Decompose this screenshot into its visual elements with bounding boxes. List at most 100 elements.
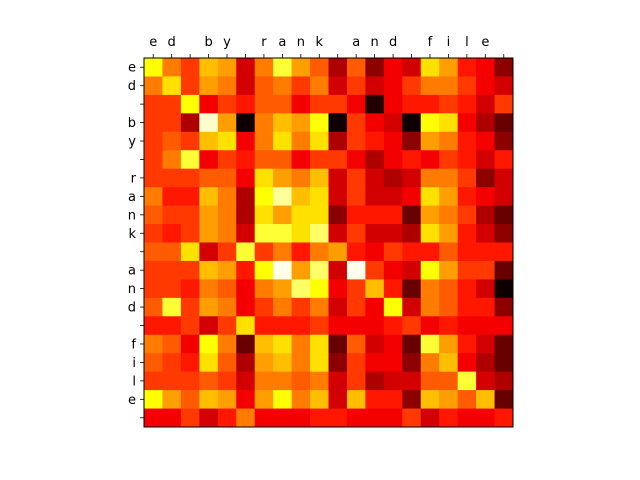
- heatmap-cell: [383, 371, 403, 391]
- heatmap-cell: [291, 76, 311, 96]
- y-tick-label: a: [128, 190, 136, 205]
- heatmap-cell: [273, 316, 292, 336]
- heatmap-cell: [217, 224, 237, 243]
- heatmap-cell: [291, 390, 311, 409]
- heatmap-cell: [383, 113, 403, 133]
- heatmap-cell: [457, 390, 477, 409]
- heatmap-cells: [144, 58, 514, 428]
- heatmap-cell: [199, 224, 219, 243]
- heatmap-cell: [328, 224, 348, 243]
- heatmap-cell: [420, 187, 440, 206]
- heatmap-cell: [254, 150, 274, 170]
- heatmap-cell: [144, 260, 163, 280]
- heatmap-cell: [310, 297, 329, 317]
- x-tick-label: d: [168, 35, 176, 50]
- heatmap-cell: [476, 187, 495, 206]
- heatmap-cell: [162, 168, 182, 188]
- heatmap-cell: [162, 260, 182, 280]
- heatmap-cell: [310, 224, 329, 243]
- heatmap-cell: [439, 58, 459, 77]
- heatmap-cell: [476, 94, 495, 114]
- heatmap-cell: [346, 168, 366, 188]
- heatmap-cell: [217, 150, 237, 170]
- heatmap-cell: [383, 353, 403, 373]
- heatmap-cell: [476, 224, 495, 243]
- heatmap-cell: [328, 279, 348, 299]
- heatmap-cell: [180, 390, 200, 409]
- heatmap-cell: [457, 58, 477, 77]
- heatmap-cell: [365, 260, 385, 280]
- heatmap-cell: [494, 316, 514, 336]
- heatmap-cell: [310, 371, 329, 391]
- heatmap-cell: [494, 371, 514, 391]
- heatmap-cell: [420, 297, 440, 317]
- heatmap-cell: [476, 113, 495, 133]
- heatmap-cell: [310, 408, 329, 428]
- heatmap-cell: [144, 297, 163, 317]
- heatmap-cell: [420, 408, 440, 428]
- heatmap-cell: [439, 224, 459, 243]
- heatmap-cell: [180, 168, 200, 188]
- heatmap-cell: [162, 316, 182, 336]
- heatmap-cell: [476, 334, 495, 354]
- heatmap-cell: [273, 150, 292, 170]
- heatmap-cell: [365, 187, 385, 206]
- heatmap-cell: [346, 224, 366, 243]
- heatmap-cell: [365, 297, 385, 317]
- heatmap-cell: [180, 224, 200, 243]
- heatmap-cell: [420, 279, 440, 299]
- x-tick-label: k: [316, 35, 324, 50]
- heatmap-cell: [494, 168, 514, 188]
- heatmap-cell: [420, 205, 440, 225]
- heatmap-cell: [402, 94, 422, 114]
- heatmap-cell: [346, 205, 366, 225]
- heatmap-cell: [402, 224, 422, 243]
- heatmap-cell: [494, 76, 514, 96]
- heatmap-cell: [494, 260, 514, 280]
- heatmap-cell: [180, 279, 200, 299]
- heatmap-cell: [180, 58, 200, 77]
- heatmap-cell: [162, 187, 182, 206]
- heatmap-cell: [328, 408, 348, 428]
- heatmap-cell: [328, 58, 348, 77]
- y-tick-label: r: [131, 171, 137, 186]
- heatmap-cell: [439, 187, 459, 206]
- heatmap-cell: [254, 390, 274, 409]
- heatmap-cell: [365, 390, 385, 409]
- heatmap-cell: [310, 94, 329, 114]
- heatmap-cell: [254, 205, 274, 225]
- y-tick-label: k: [128, 227, 136, 242]
- heatmap-cell: [402, 58, 422, 77]
- y-tick-label: d: [128, 301, 136, 316]
- x-tick-label: b: [204, 35, 212, 50]
- heatmap-cell: [365, 150, 385, 170]
- heatmap-cell: [254, 224, 274, 243]
- heatmap-cell: [420, 260, 440, 280]
- heatmap-cell: [439, 76, 459, 96]
- heatmap-cell: [476, 205, 495, 225]
- heatmap-cell: [199, 353, 219, 373]
- heatmap-cell: [383, 131, 403, 151]
- heatmap-cell: [162, 113, 182, 133]
- heatmap-cell: [144, 390, 163, 409]
- heatmap-cell: [217, 94, 237, 114]
- heatmap-cell: [439, 205, 459, 225]
- heatmap-cell: [365, 371, 385, 391]
- heatmap-cell: [291, 113, 311, 133]
- heatmap-cell: [439, 334, 459, 354]
- heatmap-cell: [199, 76, 219, 96]
- heatmap-cell: [217, 371, 237, 391]
- heatmap-cell: [254, 94, 274, 114]
- heatmap-cell: [457, 131, 477, 151]
- heatmap-cell: [162, 131, 182, 151]
- heatmap-cell: [217, 297, 237, 317]
- heatmap-cell: [476, 279, 495, 299]
- heatmap-cell: [402, 131, 422, 151]
- heatmap-cell: [254, 279, 274, 299]
- heatmap-cell: [291, 224, 311, 243]
- heatmap-cell: [402, 408, 422, 428]
- heatmap-cell: [144, 224, 163, 243]
- heatmap-cell: [328, 260, 348, 280]
